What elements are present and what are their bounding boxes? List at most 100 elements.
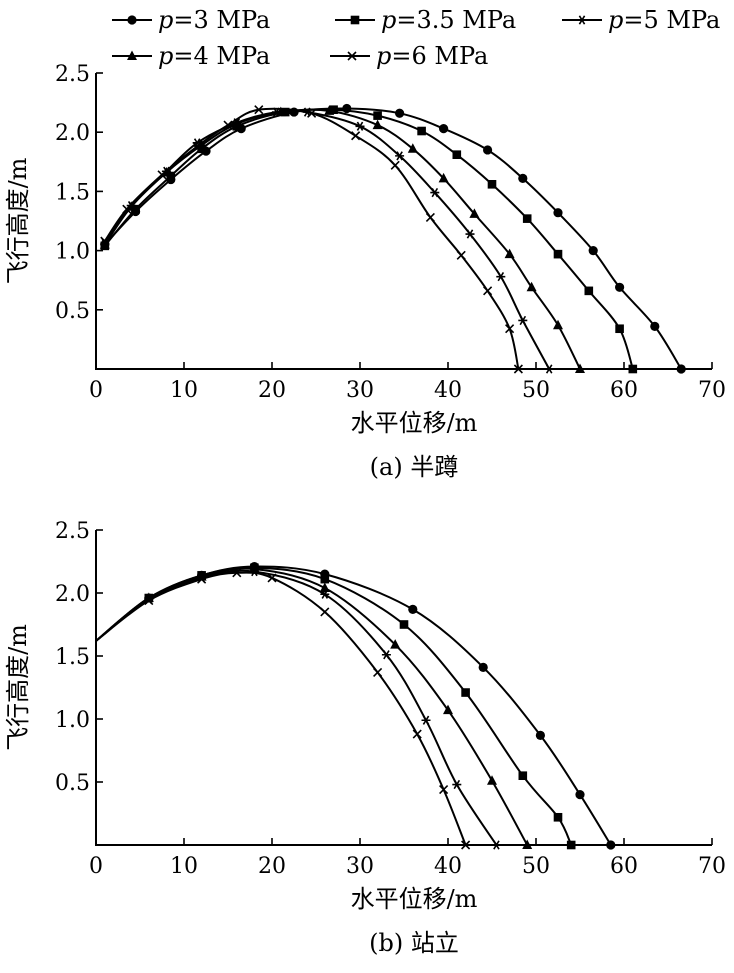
y-tick-label: 2.0 [55,121,90,146]
x-axis-label: 水平位移/m [351,885,478,913]
data-point-square [417,126,426,136]
data-point-cross [412,729,422,739]
data-point-asterisk [518,315,528,326]
data-point-cross [505,324,515,334]
data-point-asterisk [395,151,405,161]
x-tick-label: 10 [170,378,198,403]
legend-symbol: p [158,42,173,70]
data-point-cross [390,160,400,170]
data-point-triangle [390,639,401,649]
data-point-asterisk [544,364,554,374]
data-point-circle [553,208,563,218]
data-point-asterisk [491,840,501,850]
series-line [95,567,529,846]
data-point-cross [320,607,330,617]
series-line [104,108,634,370]
data-point-circle [395,108,405,118]
y-tick-label: 2.5 [55,62,90,87]
x-tick-label: 50 [522,378,550,403]
y-tick-label: 1.0 [55,240,90,265]
x-tick-label: 30 [346,378,374,403]
data-point-square [628,364,638,374]
x-tick-label: 40 [434,854,462,879]
data-point-cross [513,364,523,374]
y-axis-label: 飞行高度/m [4,624,32,751]
data-point-cross [157,170,167,180]
data-point-circle [535,730,546,740]
legend-item: p=3.5 MPa [335,6,516,34]
data-point-cross [192,141,202,151]
y-tick-label: 0.5 [55,299,90,324]
data-point-asterisk [430,187,440,198]
legend-marker-circle [127,15,137,25]
data-point-circle [676,364,686,374]
data-point-cross [461,840,471,850]
legend-value: =3.5 MPa [396,6,516,34]
x-tick-label: 0 [89,378,103,403]
data-point-triangle [372,119,383,130]
data-point-triangle [443,704,453,715]
axes [95,530,712,846]
series-cross [100,105,523,374]
y-tick-label: 2.5 [55,519,90,544]
data-point-triangle [575,363,585,373]
data-point-circle [518,173,528,183]
data-point-square [487,179,497,189]
series-line [95,566,573,846]
legend-value: =3 MPa [173,6,270,34]
legend-marker-cross [347,51,357,61]
legend-symbol: p [158,6,173,34]
data-point-triangle [522,839,533,849]
data-point-cross [351,131,361,141]
data-point-triangle [553,319,563,330]
x-tick-label: 60 [610,378,638,403]
x-tick-label: 30 [346,854,374,879]
y-tick-label: 1.0 [55,708,90,733]
data-point-cross [267,573,277,583]
series-asterisk [95,566,501,850]
legend-label: p=4 MPa [158,42,270,70]
chart-caption: (a) 半蹲 [370,453,459,481]
data-point-triangle [249,563,260,574]
series-circle [95,561,616,850]
data-point-asterisk [452,779,462,790]
data-point-square [584,286,594,296]
data-point-circle [408,604,418,614]
data-point-triangle [469,208,480,218]
y-axis-label: 飞行高度/m [4,157,32,284]
legend-label: p=3 MPa [158,6,270,34]
chart-caption: (b) 站立 [369,929,459,957]
series-line [95,569,498,846]
data-point-square [131,204,140,214]
y-tick-label: 1.5 [55,180,90,205]
series-square [100,105,638,374]
data-point-triangle [324,105,335,115]
data-point-square [320,574,330,584]
data-point-circle [483,145,493,155]
legend-item: p=5 MPa [562,6,720,34]
data-point-square [615,324,624,334]
legend-marker-asterisk [577,15,587,25]
data-point-circle [615,282,625,292]
data-point-cross [456,250,466,260]
axes [95,73,712,370]
data-point-circle [650,321,660,331]
legend-item: p=3 MPa [112,6,270,34]
data-point-triangle [99,239,110,249]
data-point-cross [223,120,233,130]
data-point-asterisk [355,121,365,131]
series-triangle [99,105,585,373]
series-cross [95,568,471,850]
data-point-asterisk [421,715,431,725]
data-point-triangle [526,281,537,292]
series-triangle [95,563,533,849]
data-point-cross [439,784,449,795]
data-point-square [329,105,338,115]
data-point-triangle [438,172,449,183]
x-tick-label: 20 [258,378,286,403]
data-point-circle [478,662,488,672]
x-tick-label: 40 [434,378,462,403]
data-point-square [373,111,382,120]
data-point-square [518,771,528,780]
